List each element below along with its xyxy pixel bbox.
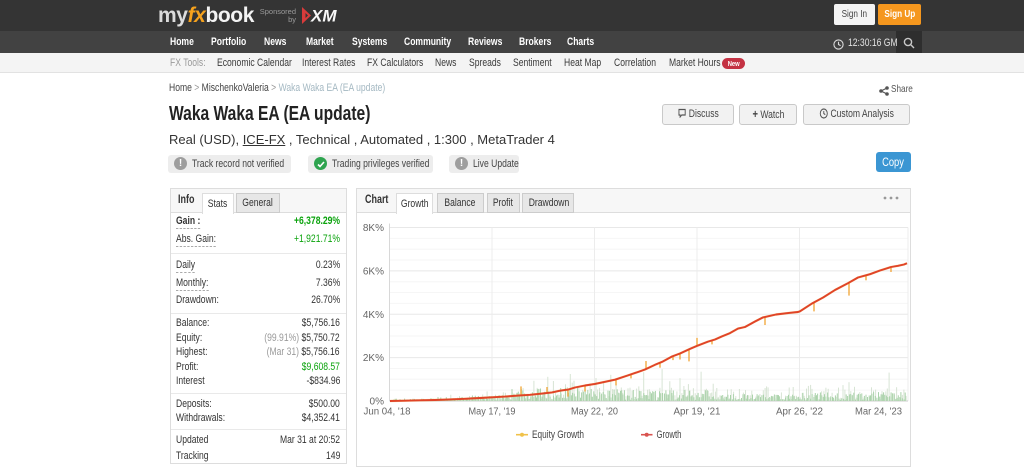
svg-text:2K%: 2K% [363, 353, 384, 364]
svg-text:Equity Growth: Equity Growth [532, 429, 584, 441]
svg-text:XM: XM [310, 7, 337, 26]
svg-text:0%: 0% [370, 397, 385, 408]
svg-text:Growth: Growth [657, 429, 682, 441]
svg-text:8K%: 8K% [363, 223, 384, 234]
svg-text:Jun 04, '18: Jun 04, '18 [364, 407, 411, 418]
svg-text:4K%: 4K% [363, 310, 384, 321]
svg-text:6K%: 6K% [363, 266, 384, 277]
svg-text:Apr 19, '21: Apr 19, '21 [674, 407, 721, 418]
svg-text:May 22, '20: May 22, '20 [571, 407, 618, 418]
svg-text:Apr 26, '22: Apr 26, '22 [776, 407, 823, 418]
svg-text:May 17, '19: May 17, '19 [469, 407, 516, 418]
svg-text:Mar 24, '23: Mar 24, '23 [855, 407, 902, 418]
